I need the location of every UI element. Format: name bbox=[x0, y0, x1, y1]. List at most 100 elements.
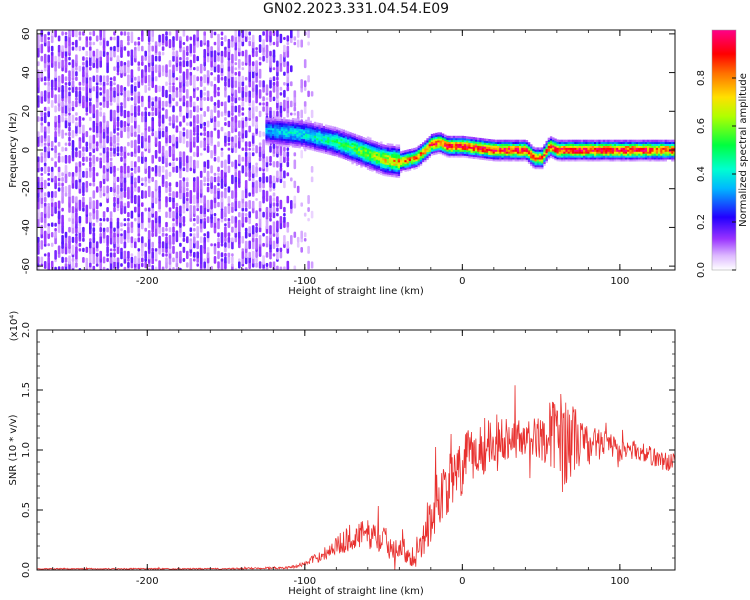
heatmap-cell bbox=[227, 232, 231, 238]
heatmap-cell bbox=[572, 139, 575, 143]
heatmap-cell bbox=[54, 205, 57, 214]
y-tick-label: 2.0 bbox=[21, 322, 32, 338]
heatmap-cell bbox=[627, 153, 630, 156]
heatmap-cell bbox=[276, 137, 279, 141]
heatmap-cell bbox=[523, 143, 526, 146]
heatmap-cell bbox=[382, 157, 385, 161]
heatmap-cell bbox=[302, 144, 306, 147]
heatmap-cell bbox=[325, 126, 328, 129]
heatmap-cell bbox=[50, 170, 54, 179]
heatmap-cell bbox=[450, 147, 454, 150]
heatmap-cell bbox=[426, 146, 429, 149]
heatmap-cell bbox=[441, 145, 445, 148]
heatmap-cell bbox=[400, 166, 403, 169]
heatmap-cell bbox=[415, 151, 418, 154]
heatmap-cell bbox=[234, 200, 238, 210]
heatmap-cell bbox=[224, 242, 227, 248]
heatmap-cell bbox=[369, 154, 372, 158]
heatmap-cell bbox=[89, 116, 92, 122]
heatmap-cell bbox=[287, 138, 290, 142]
heatmap-cell bbox=[37, 176, 40, 183]
heatmap-cell bbox=[57, 141, 61, 147]
heatmap-cell bbox=[331, 151, 334, 154]
heatmap-cell bbox=[311, 140, 315, 143]
heatmap-cell bbox=[583, 143, 586, 146]
heatmap-cell bbox=[351, 148, 354, 151]
heatmap-cell bbox=[95, 241, 99, 249]
heatmap-cell bbox=[151, 79, 154, 89]
heatmap-cell bbox=[255, 145, 258, 154]
heatmap-cell bbox=[364, 155, 368, 158]
heatmap-cell bbox=[371, 165, 374, 168]
heatmap-cell bbox=[92, 236, 96, 244]
heatmap-cell bbox=[413, 159, 416, 162]
heatmap-cell bbox=[305, 121, 308, 124]
heatmap-cell bbox=[437, 143, 440, 147]
heatmap-cell bbox=[134, 105, 137, 113]
heatmap-cell bbox=[82, 66, 85, 72]
heatmap-cell bbox=[386, 154, 390, 158]
heatmap-cell bbox=[241, 89, 245, 98]
heatmap-cell bbox=[43, 53, 47, 64]
heatmap-cell bbox=[355, 134, 359, 137]
heatmap-cell bbox=[583, 145, 586, 148]
heatmap-cell bbox=[395, 175, 398, 178]
heatmap-cell bbox=[516, 151, 520, 154]
heatmap-cell bbox=[351, 156, 354, 159]
heatmap-cell bbox=[355, 153, 359, 157]
heatmap-cell bbox=[189, 260, 193, 270]
heatmap-cell bbox=[567, 149, 570, 152]
heatmap-cell bbox=[303, 80, 307, 88]
heatmap-cell bbox=[353, 143, 356, 146]
heatmap-cell bbox=[633, 139, 637, 143]
heatmap-cell bbox=[106, 99, 109, 109]
heatmap-cell bbox=[587, 147, 590, 150]
heatmap-cell bbox=[532, 160, 535, 163]
heatmap-cell bbox=[318, 142, 321, 145]
heatmap-cell bbox=[430, 133, 434, 137]
heatmap-cell bbox=[669, 157, 672, 160]
heatmap-cell bbox=[479, 139, 482, 143]
heatmap-cell bbox=[505, 141, 509, 144]
heatmap-cell bbox=[369, 160, 372, 164]
heatmap-cell bbox=[40, 91, 44, 97]
heatmap-cell bbox=[102, 96, 106, 102]
heatmap-cell bbox=[276, 128, 279, 131]
heatmap-cell bbox=[521, 147, 524, 150]
heatmap-cell bbox=[541, 166, 544, 170]
heatmap-cell bbox=[113, 192, 116, 197]
heatmap-cell bbox=[510, 153, 513, 156]
heatmap-cell bbox=[331, 133, 334, 137]
heatmap-cell bbox=[147, 211, 151, 219]
heatmap-cell bbox=[620, 139, 623, 143]
heatmap-cell bbox=[477, 137, 480, 141]
heatmap-cell bbox=[538, 151, 542, 154]
heatmap-cell bbox=[613, 143, 617, 146]
heatmap-cell bbox=[57, 75, 61, 82]
heatmap-cell bbox=[422, 150, 425, 153]
heatmap-cell bbox=[512, 151, 515, 154]
heatmap-cell bbox=[554, 138, 557, 141]
heatmap-cell bbox=[333, 140, 337, 143]
heatmap-cell bbox=[255, 262, 258, 268]
heatmap-cell bbox=[82, 117, 85, 121]
heatmap-cell bbox=[123, 86, 127, 91]
heatmap-cell bbox=[565, 143, 568, 146]
heatmap-cell bbox=[510, 149, 513, 152]
heatmap-cell bbox=[213, 120, 217, 129]
heatmap-cell bbox=[393, 165, 396, 168]
heatmap-cell bbox=[287, 133, 290, 136]
heatmap-cell bbox=[272, 141, 275, 144]
heatmap-cell bbox=[172, 161, 175, 168]
heatmap-cell bbox=[333, 126, 337, 130]
heatmap-cell bbox=[175, 202, 179, 207]
heatmap-cell bbox=[400, 158, 403, 162]
heatmap-cell bbox=[309, 147, 312, 151]
heatmap-cell bbox=[276, 126, 279, 129]
heatmap-cell bbox=[64, 147, 68, 152]
heatmap-cell bbox=[182, 115, 186, 123]
heatmap-cell bbox=[50, 89, 54, 99]
heatmap-cell bbox=[664, 147, 667, 150]
heatmap-cell bbox=[172, 222, 175, 227]
heatmap-cell bbox=[307, 137, 310, 140]
